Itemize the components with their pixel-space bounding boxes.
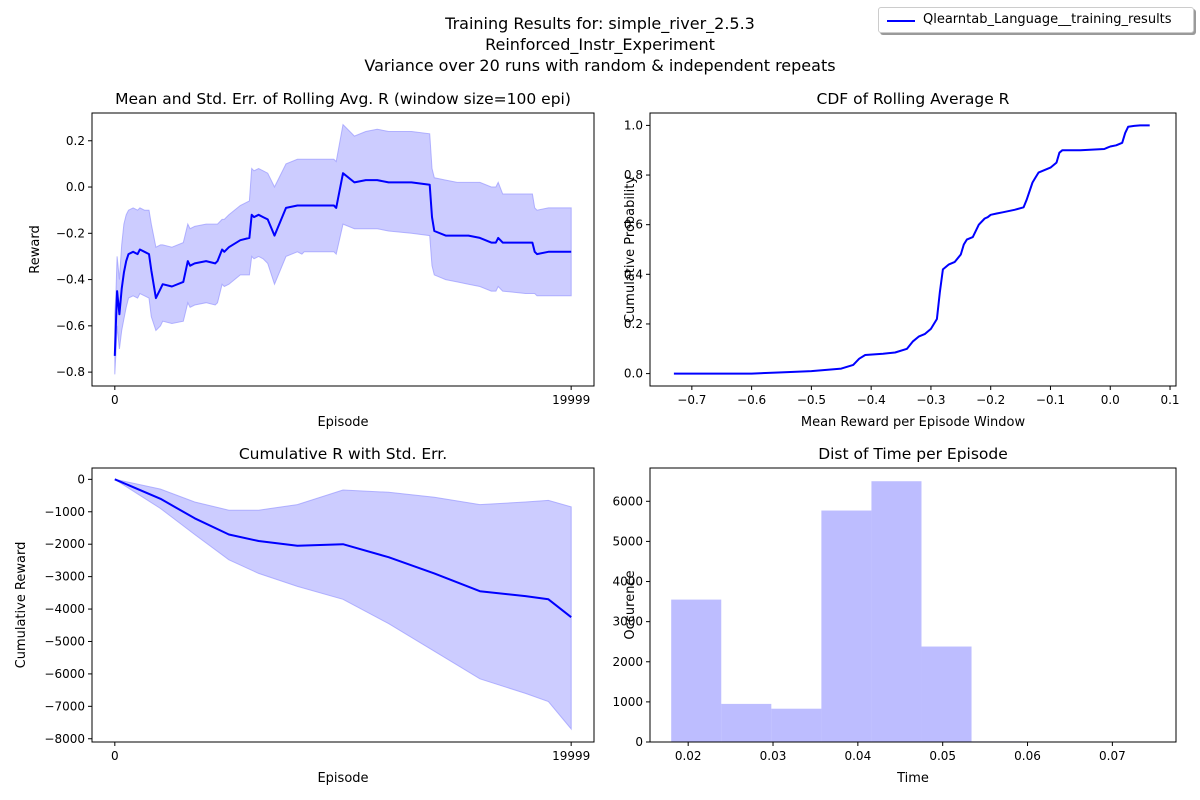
y-tick-label: 2000	[612, 655, 643, 669]
x-tick-label: 0	[111, 749, 119, 763]
y-tick-label: −3000	[44, 570, 85, 584]
subplot-title: Dist of Time per Episode	[818, 445, 1008, 463]
std-err-band	[114, 123, 572, 375]
figure-suptitle: Training Results for: simple_river_2.5.3…	[300, 13, 900, 76]
subplot-3: 0 19999 0 −1000 −2000 −3000 −4000 −5000 −6000 −70…	[14, 445, 595, 786]
histogram-bar	[921, 646, 972, 742]
x-tick-label: 19999	[552, 393, 590, 407]
histogram-bar	[671, 599, 722, 742]
y-tick-label: 0	[635, 735, 643, 749]
histogram-bar	[821, 510, 872, 742]
subplot-2: −0.7 −0.6 −0.5 −0.4 −0.3 −0.2 −0.1 0.0 0.1 0.0 0.2…	[623, 90, 1180, 430]
legend-label: Qlearntab_Language__training_results	[923, 12, 1172, 27]
x-axis-label: Mean Reward per Episode Window	[801, 415, 1026, 430]
axes-frame	[649, 467, 1177, 743]
figure-legend: Qlearntab_Language__training_results	[878, 7, 1194, 33]
x-tick-label: 0	[111, 393, 119, 407]
y-tick-label: 0	[77, 472, 85, 486]
histogram-bar	[721, 703, 772, 742]
x-tick-label: 0.0	[1101, 393, 1120, 407]
x-tick-label: 0.06	[1014, 749, 1041, 763]
x-tick-label: −0.4	[857, 393, 886, 407]
y-tick-label: 0.2	[66, 134, 85, 148]
series-line	[673, 124, 1150, 375]
x-tick-label: 0.04	[844, 749, 871, 763]
subplot-title: Cumulative R with Std. Err.	[239, 445, 447, 463]
y-axis-label: Cumulative Probability	[623, 176, 638, 323]
axes-frame	[91, 467, 595, 743]
x-tick-label: −0.6	[737, 393, 766, 407]
series-line	[114, 478, 572, 618]
y-tick-label: −4000	[44, 602, 85, 616]
y-tick-label: 0.8	[624, 168, 643, 182]
y-tick-label: 6000	[612, 494, 643, 508]
y-axis-label: Occurence	[623, 570, 638, 639]
y-tick-label: −0.4	[56, 273, 85, 287]
y-tick-label: 1.0	[624, 118, 643, 132]
x-tick-label: −0.3	[916, 393, 945, 407]
x-tick-label: 0.03	[760, 749, 787, 763]
histogram-bar	[871, 481, 922, 742]
y-tick-label: −0.8	[56, 365, 85, 379]
legend-line-swatch	[887, 20, 915, 22]
x-tick-label: −0.2	[976, 393, 1005, 407]
y-tick-label: −0.2	[56, 226, 85, 240]
y-tick-label: −1000	[44, 505, 85, 519]
y-tick-label: 0.0	[624, 367, 643, 381]
x-tick-label: −0.1	[1036, 393, 1065, 407]
suptitle-line-1: Training Results for: simple_river_2.5.3	[445, 14, 755, 33]
std-err-band	[114, 478, 572, 731]
x-tick-label: −0.7	[677, 393, 706, 407]
y-axis-label: Reward	[28, 225, 43, 273]
subplot-title: CDF of Rolling Average R	[817, 90, 1010, 108]
axes-frame	[91, 112, 595, 387]
y-tick-label: 0.0	[66, 180, 85, 194]
x-tick-label: 0.07	[1099, 749, 1126, 763]
subplot-title: Mean and Std. Err. of Rolling Avg. R (wi…	[115, 90, 571, 108]
x-tick-label: 0.02	[675, 749, 702, 763]
y-tick-label: −6000	[44, 667, 85, 681]
y-tick-label: 3000	[612, 615, 643, 629]
histogram-bar	[771, 708, 822, 742]
x-axis-label: Episode	[317, 771, 368, 786]
x-tick-label: 19999	[552, 749, 590, 763]
subplot-1: 0 19999 −0.8 −0.6 −0.4 −0.2 0.0 0.2 Mean and Std…	[28, 90, 595, 430]
y-tick-label: −8000	[44, 732, 85, 746]
y-tick-label: 0.6	[624, 218, 643, 232]
subplot-4: 0.02 0.03 0.04 0.05 0.06 0.07 0 1000 2000 3000 400…	[612, 445, 1177, 786]
x-tick-label: 0.1	[1160, 393, 1179, 407]
y-tick-label: −7000	[44, 699, 85, 713]
y-tick-label: 0.2	[624, 317, 643, 331]
x-tick-label: −0.5	[797, 393, 826, 407]
x-axis-label: Episode	[317, 415, 368, 430]
series-line	[113, 172, 572, 356]
y-axis-label: Cumulative Reward	[14, 542, 29, 669]
y-tick-label: 5000	[612, 534, 643, 548]
y-tick-label: −2000	[44, 537, 85, 551]
y-tick-label: 0.4	[624, 267, 643, 281]
suptitle-line-3: Variance over 20 runs with random & inde…	[364, 56, 836, 75]
y-tick-label: −5000	[44, 634, 85, 648]
x-tick-label: 0.05	[929, 749, 956, 763]
x-axis-label: Time	[896, 771, 929, 786]
y-tick-label: −0.6	[56, 319, 85, 333]
y-tick-label: 4000	[612, 575, 643, 589]
y-tick-label: 1000	[612, 695, 643, 709]
axes-frame	[649, 112, 1177, 387]
suptitle-line-2: Reinforced_Instr_Experiment	[485, 35, 715, 54]
